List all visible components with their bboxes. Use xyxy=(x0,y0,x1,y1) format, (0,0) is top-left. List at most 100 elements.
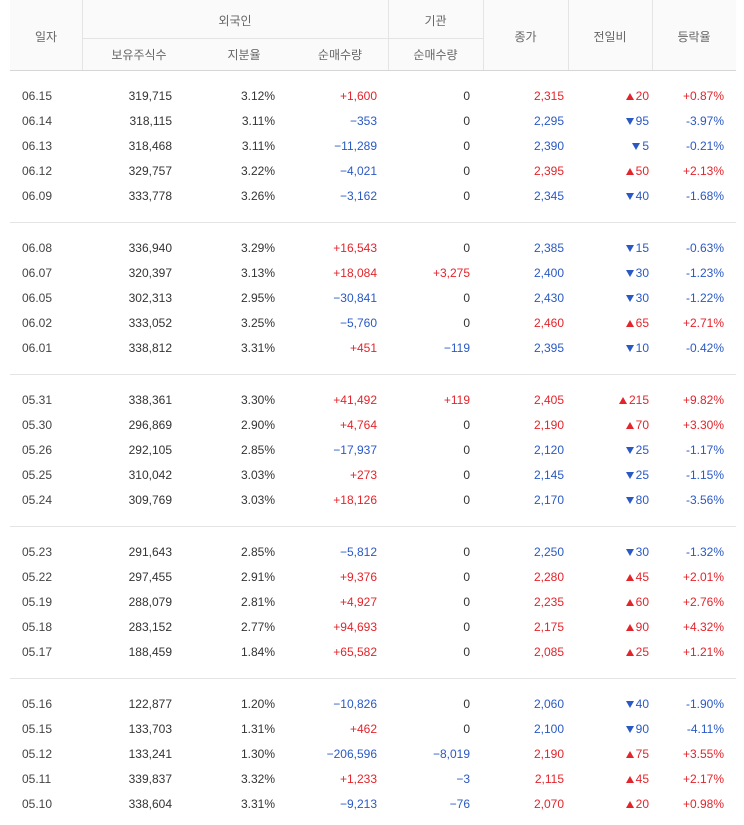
arrow-up xyxy=(625,92,634,100)
date: 05.18 xyxy=(22,619,53,634)
change: 95 xyxy=(625,109,649,134)
foreign-net: +94,693 xyxy=(333,619,377,634)
divider xyxy=(82,0,83,70)
close: 2,385 xyxy=(533,240,564,255)
close: 2,060 xyxy=(533,696,564,711)
date: 05.22 xyxy=(22,569,53,584)
date: 05.10 xyxy=(22,796,53,811)
date: 05.26 xyxy=(22,442,53,457)
date: 06.13 xyxy=(22,138,53,153)
ratio: 3.25% xyxy=(240,315,275,330)
divider xyxy=(82,38,483,39)
inst-net: 0 xyxy=(463,544,470,559)
header: 등락율 xyxy=(677,30,711,44)
ratio: 3.03% xyxy=(240,467,275,482)
holdings: 292,105 xyxy=(128,442,172,457)
change: 50 xyxy=(625,159,649,184)
rate: +2.76% xyxy=(682,594,724,609)
holdings: 336,940 xyxy=(128,240,172,255)
ratio: 2.95% xyxy=(240,290,275,305)
change: 10 xyxy=(625,336,649,361)
ratio: 2.91% xyxy=(240,569,275,584)
close: 2,250 xyxy=(533,544,564,559)
change: 80 xyxy=(625,488,649,513)
ratio: 1.31% xyxy=(240,721,275,736)
ratio: 3.12% xyxy=(240,88,275,103)
close: 2,100 xyxy=(533,721,564,736)
arrow-down xyxy=(625,471,634,479)
date: 05.23 xyxy=(22,544,53,559)
ratio: 3.11% xyxy=(241,113,275,128)
inst-net: −76 xyxy=(449,796,470,811)
foreign-net: −11,289 xyxy=(334,138,377,153)
sub-header: 순매수량 xyxy=(317,48,363,62)
rate: +3.55% xyxy=(682,746,724,761)
rate: +0.98% xyxy=(682,796,724,811)
change: 20 xyxy=(625,792,649,817)
arrow-down xyxy=(625,548,634,556)
change: 45 xyxy=(625,767,649,792)
ratio: 1.84% xyxy=(240,644,275,659)
close: 2,170 xyxy=(533,492,564,507)
close: 2,070 xyxy=(533,796,564,811)
change: 20 xyxy=(625,84,649,109)
inst-net: 0 xyxy=(463,188,470,203)
inst-net: 0 xyxy=(463,492,470,507)
ratio: 3.22% xyxy=(240,163,275,178)
rate: +2.13% xyxy=(682,163,724,178)
arrow-up xyxy=(625,648,634,656)
rate: +1.21% xyxy=(682,644,724,659)
foreign-net: −9,213 xyxy=(339,796,377,811)
date: 05.16 xyxy=(22,696,53,711)
change: 25 xyxy=(625,438,649,463)
holdings: 309,769 xyxy=(128,492,172,507)
divider xyxy=(10,70,736,71)
rate: -1.22% xyxy=(685,290,724,305)
holdings: 338,812 xyxy=(128,340,172,355)
close: 2,115 xyxy=(534,771,564,786)
inst-net: 0 xyxy=(463,442,470,457)
divider xyxy=(568,0,569,70)
close: 2,345 xyxy=(533,188,564,203)
change: 70 xyxy=(625,413,649,438)
foreign-net: +4,927 xyxy=(339,594,377,609)
rate: -3.56% xyxy=(685,492,724,507)
change: 30 xyxy=(625,286,649,311)
inst-net: +119 xyxy=(443,392,470,407)
holdings: 338,361 xyxy=(128,392,172,407)
change: 215 xyxy=(618,388,649,413)
inst-net: −3 xyxy=(456,771,470,786)
foreign-net: −5,812 xyxy=(339,544,377,559)
arrow-down xyxy=(625,496,634,504)
foreign-net: −10,826 xyxy=(333,696,377,711)
ratio: 2.85% xyxy=(240,544,275,559)
change: 30 xyxy=(625,540,649,565)
ratio: 3.29% xyxy=(240,240,275,255)
change: 90 xyxy=(625,615,649,640)
header: 기관 xyxy=(424,14,447,28)
date: 06.08 xyxy=(22,240,53,255)
foreign-net: −4,021 xyxy=(339,163,377,178)
holdings: 133,703 xyxy=(128,721,172,736)
date: 06.15 xyxy=(22,88,53,103)
date: 05.11 xyxy=(22,771,52,786)
date: 06.09 xyxy=(22,188,53,203)
close: 2,235 xyxy=(533,594,564,609)
holdings: 333,052 xyxy=(128,315,172,330)
rate: -0.42% xyxy=(685,340,724,355)
date: 06.12 xyxy=(22,163,53,178)
foreign-net: +4,764 xyxy=(339,417,377,432)
ratio: 3.13% xyxy=(240,265,275,280)
close: 2,085 xyxy=(533,644,564,659)
rate: -0.63% xyxy=(685,240,724,255)
holdings: 283,152 xyxy=(128,619,172,634)
change: 65 xyxy=(625,311,649,336)
inst-net: 0 xyxy=(463,569,470,584)
arrow-up xyxy=(618,396,627,404)
date: 05.17 xyxy=(22,644,53,659)
sub-header: 보유주식수 xyxy=(111,48,167,62)
holdings: 319,715 xyxy=(128,88,172,103)
holdings: 339,837 xyxy=(128,771,172,786)
rate: +9.82% xyxy=(682,392,724,407)
